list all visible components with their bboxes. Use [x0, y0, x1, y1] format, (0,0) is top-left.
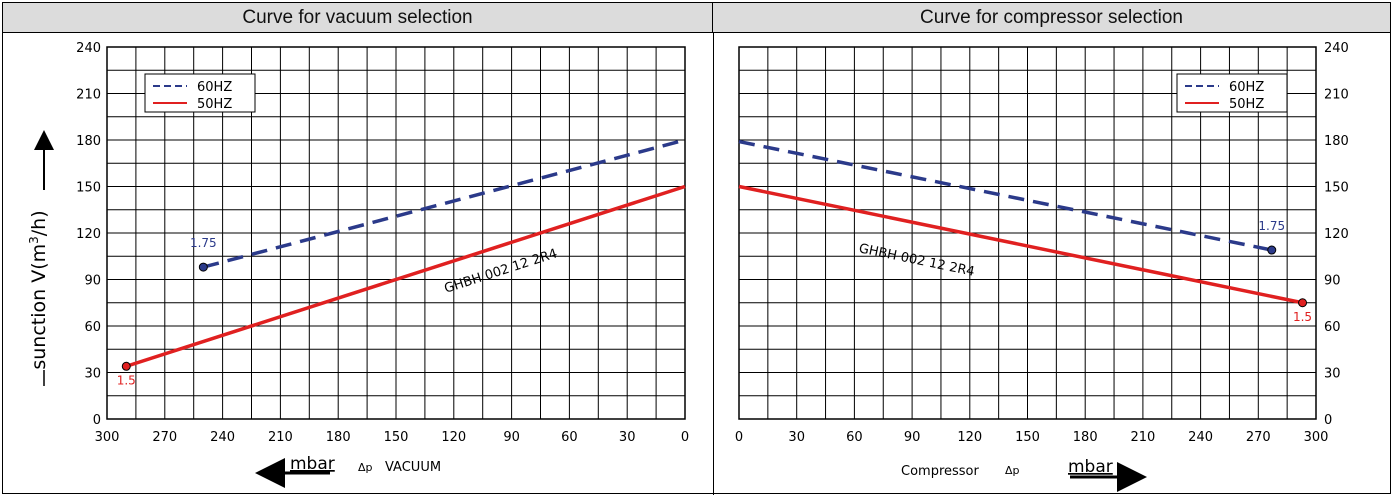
legend-label: 50HZ: [197, 97, 232, 112]
series-end-point: [1298, 298, 1308, 308]
y-tick-label: 240: [1324, 41, 1349, 56]
x-tick-label: 270: [1246, 430, 1271, 445]
x-tick-label: 180: [1073, 430, 1098, 445]
x-tick-label: 240: [210, 430, 235, 445]
legend-label: 60HZ: [197, 80, 232, 95]
plot-border: [106, 46, 686, 420]
model-annotation: GHBH 002 12 2R4: [442, 246, 559, 296]
panel-divider: [713, 33, 714, 495]
y-tick-label: 120: [76, 227, 101, 242]
legend-label: 60HZ: [1229, 80, 1264, 95]
legend-box: [1176, 73, 1288, 113]
left-x-axis-label: mbar Δp VACUUM: [255, 454, 441, 488]
series-end-point: [198, 262, 208, 272]
x-tick-label: 300: [1304, 430, 1329, 445]
svg-text:sunction V(m3/h): sunction V(m3/h): [27, 210, 50, 369]
x-tick-label: 240: [1188, 430, 1213, 445]
series-end-point: [1267, 245, 1277, 255]
legend-label: 50HZ: [1229, 97, 1264, 112]
series-line-60HZ: [738, 139, 1273, 252]
plot-border: [738, 46, 1317, 420]
y-tick-label: 90: [1324, 274, 1341, 289]
y-tick-label: 240: [76, 41, 101, 56]
left-xlabel-symbol: Δp: [358, 461, 373, 474]
y-tick-label: 0: [1324, 413, 1332, 428]
series-end-label: 1.75: [1258, 219, 1285, 233]
series-end-label: 1.75: [190, 236, 217, 250]
x-tick-label: 210: [1130, 430, 1155, 445]
y-tick-label: 150: [1324, 181, 1349, 196]
right-xlabel-symbol: Δp: [1005, 464, 1020, 477]
right-x-axis-label: Compressor Δp mbar: [901, 457, 1147, 492]
series-end-point: [121, 361, 131, 371]
right-xlabel-text: Compressor: [901, 464, 980, 479]
x-tick-label: 120: [957, 430, 982, 445]
compressor-chart: 0 30 60 90 120 150 180 210 240 270 300 0 30 60 90 120 15…: [735, 41, 1349, 445]
y-axis-title-sup: 3: [27, 236, 41, 244]
right-xlabel-unit: mbar: [1068, 457, 1113, 477]
y-tick-label: 150: [76, 181, 101, 196]
y-axis-title-text: sunction V(m: [28, 244, 50, 370]
left-xlabel-text: VACUUM: [385, 460, 441, 475]
model-annotation: GHBH 002 12 2R4: [857, 241, 975, 280]
y-tick-label: 60: [1324, 320, 1341, 335]
x-tick-label: 60: [846, 430, 863, 445]
y-tick-label: 60: [84, 320, 101, 335]
x-tick-label: 150: [1015, 430, 1040, 445]
x-tick-label: 120: [441, 430, 466, 445]
x-tick-label: 60: [561, 430, 578, 445]
x-tick-label: 270: [152, 430, 177, 445]
x-tick-label: 0: [681, 430, 689, 445]
series-end-label: 1.5: [117, 373, 136, 387]
x-tick-label: 30: [619, 430, 636, 445]
y-tick-label: 30: [1324, 367, 1341, 382]
y-tick-label: 180: [1324, 134, 1349, 149]
y-tick-label: 180: [76, 134, 101, 149]
y-tick-label: 90: [84, 274, 101, 289]
x-tick-label: 300: [95, 430, 120, 445]
legend-box: [144, 73, 256, 113]
y-tick-label: 210: [1324, 88, 1349, 103]
x-tick-label: 150: [384, 430, 409, 445]
x-tick-label: 180: [326, 430, 351, 445]
x-tick-label: 90: [503, 430, 520, 445]
y-axis-title: sunction V(m3/h): [27, 210, 50, 369]
y-tick-label: 120: [1324, 227, 1349, 242]
series-line-60HZ: [202, 138, 686, 269]
x-tick-label: 210: [268, 430, 293, 445]
vacuum-chart: 300 270 240 210 180 150 120 90 60 30 0030609012015…: [76, 41, 689, 445]
y-tick-label: 30: [84, 367, 101, 382]
y-tick-label: 210: [76, 88, 101, 103]
series-line-50HZ: [738, 184, 1303, 305]
y-axis-title-tail: /h): [28, 210, 50, 236]
y-tick-label: 0: [93, 413, 101, 428]
x-tick-label: 0: [735, 430, 743, 445]
series-end-label: 1.5: [1293, 310, 1312, 324]
left-xlabel-unit: mbar: [290, 454, 335, 474]
compressor-chart-title: Curve for compressor selection: [713, 3, 1390, 33]
series-line-50HZ: [125, 184, 686, 368]
vacuum-chart-title: Curve for vacuum selection: [3, 3, 713, 33]
x-tick-label: 90: [904, 430, 921, 445]
x-tick-label: 30: [788, 430, 805, 445]
